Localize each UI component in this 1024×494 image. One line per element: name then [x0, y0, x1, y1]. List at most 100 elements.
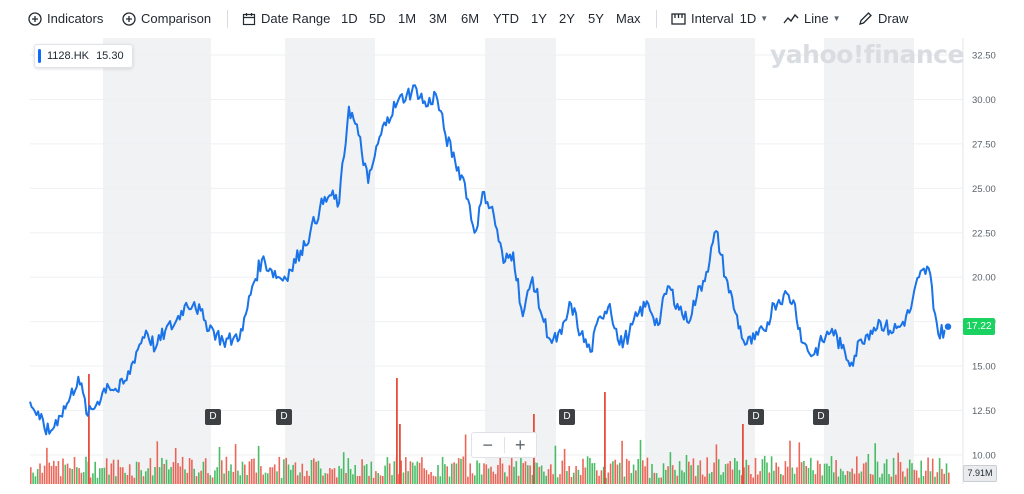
volume-bar: [906, 468, 909, 484]
volume-bar: [945, 463, 948, 484]
volume-bar: [582, 458, 584, 484]
volume-bar: [908, 459, 911, 484]
volume-bar: [359, 476, 361, 484]
range-2y[interactable]: 2Y: [559, 11, 575, 26]
pencil-icon: [859, 12, 872, 25]
volume-bar: [151, 475, 154, 484]
chart-toolbar: Indicators Comparison Date Range 1D 5D 1…: [0, 0, 1024, 38]
volume-bar: [690, 465, 692, 484]
last-price-tag: 17.22: [963, 318, 995, 335]
volume-bar: [943, 473, 945, 484]
range-5y[interactable]: 5Y: [588, 11, 604, 26]
volume-bar: [267, 473, 269, 484]
volume-bar: [241, 461, 244, 484]
volume-bar: [349, 468, 352, 484]
volume-bar: [941, 468, 943, 484]
zoom-out-button[interactable]: −: [482, 435, 493, 455]
volume-bar: [310, 460, 313, 484]
volume-bar: [497, 465, 499, 484]
volume-bar: [188, 458, 191, 484]
volume-bar: [393, 461, 396, 484]
volume-bar: [483, 463, 485, 484]
zoom-in-button[interactable]: +: [514, 435, 526, 455]
volume-bar: [88, 374, 90, 484]
range-3m[interactable]: 3M: [429, 11, 448, 26]
volume-bar: [177, 463, 179, 484]
volume-bar: [602, 466, 605, 484]
volume-bar: [812, 470, 814, 484]
volume-bar: [644, 466, 646, 484]
range-1y[interactable]: 1Y: [531, 11, 547, 26]
volume-bar: [474, 475, 476, 484]
volume-bar: [821, 475, 824, 484]
volume-bar: [315, 461, 317, 484]
dividend-marker[interactable]: D: [813, 409, 829, 425]
volume-bar: [271, 467, 274, 484]
volume-bar: [126, 475, 129, 484]
volume-bar: [71, 468, 73, 484]
volume-bar: [715, 444, 718, 484]
volume-bar: [607, 472, 610, 484]
volume-bar: [186, 472, 189, 484]
volume-bar: [418, 462, 421, 484]
price-line: [29, 84, 949, 436]
range-1m[interactable]: 1M: [398, 11, 417, 26]
volume-bar: [598, 475, 600, 484]
interval-dropdown[interactable]: Interval 1D ▼: [671, 11, 768, 26]
range-max[interactable]: Max: [616, 11, 641, 26]
volume-bar: [807, 468, 810, 484]
chart-type-dropdown[interactable]: Line ▼: [783, 11, 841, 26]
volume-bar: [41, 472, 44, 484]
draw-button[interactable]: Draw: [858, 11, 908, 26]
volume-bar: [209, 475, 212, 484]
volume-bar: [936, 472, 939, 484]
range-6m[interactable]: 6M: [461, 11, 480, 26]
volume-bar: [99, 468, 101, 484]
dividend-marker[interactable]: D: [559, 409, 575, 425]
ticker-value: 15.30: [96, 50, 124, 62]
volume-bar: [471, 473, 474, 484]
volume-bar: [899, 462, 902, 484]
volume-bar: [897, 452, 899, 484]
volume-bar: [872, 474, 874, 484]
chevron-down-icon: ▼: [832, 14, 841, 23]
volume-bar: [439, 476, 442, 484]
volume-bar: [391, 475, 393, 484]
volume-bar: [524, 461, 527, 484]
volume-bar: [646, 457, 649, 484]
volume-bar: [448, 476, 451, 484]
last-price-dot: [943, 321, 953, 332]
dividend-marker[interactable]: D: [276, 409, 292, 425]
volume-bar: [925, 470, 927, 484]
volume-bar: [331, 469, 333, 484]
volume-bar: [234, 444, 237, 484]
volume-bar: [195, 476, 198, 484]
volume-bar: [485, 464, 488, 484]
range-5d[interactable]: 5D: [369, 11, 386, 26]
dividend-marker[interactable]: D: [205, 409, 221, 425]
volume-bar: [204, 458, 207, 484]
volume-bar: [789, 440, 791, 484]
volume-bar: [931, 458, 934, 484]
volume-bar: [428, 474, 430, 484]
draw-label: Draw: [878, 11, 909, 26]
volume-bar: [538, 466, 541, 484]
volume-bar: [421, 457, 423, 484]
ticker-badge[interactable]: 1128.HK 15.30: [34, 44, 133, 68]
volume-bar: [441, 457, 444, 484]
interval-value: 1D: [739, 11, 757, 26]
volume-bar: [671, 465, 674, 484]
toolbar-divider: [656, 10, 657, 28]
volume-bar: [568, 466, 570, 484]
indicators-button[interactable]: Indicators: [28, 11, 103, 26]
volume-bar: [927, 457, 929, 484]
date-range-button[interactable]: Date Range: [242, 11, 330, 26]
ticker-symbol: 1128.HK: [47, 50, 89, 62]
volume-bar: [324, 473, 327, 484]
volume-bar: [745, 459, 748, 484]
range-ytd[interactable]: YTD: [493, 11, 519, 26]
dividend-marker[interactable]: D: [748, 409, 764, 425]
comparison-button[interactable]: Comparison: [122, 11, 211, 26]
range-1d[interactable]: 1D: [341, 11, 358, 26]
